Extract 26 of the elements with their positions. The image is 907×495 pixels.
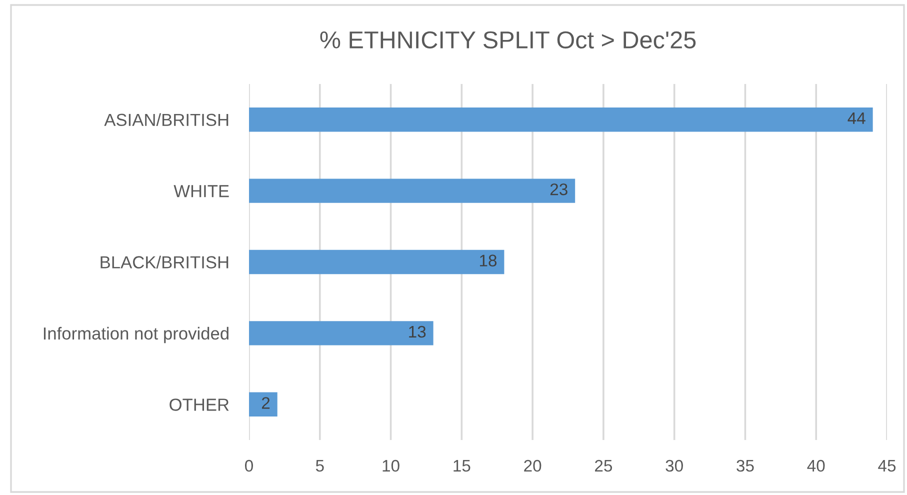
bar xyxy=(249,392,278,417)
y-tick-label: BLACK/BRITISH xyxy=(100,256,228,268)
y-tick-label: ASIAN/BRITISH xyxy=(104,113,228,126)
x-tick-label: 40 xyxy=(807,460,825,472)
x-tick-label: 0 xyxy=(245,460,253,472)
bar xyxy=(249,250,504,274)
x-tick-label: 20 xyxy=(524,460,542,472)
data-label: 44 xyxy=(848,112,866,124)
chart-title: % ETHNICITY SPLIT Oct > Dec'25 xyxy=(320,31,696,49)
bar xyxy=(249,321,434,346)
x-tick-label: 45 xyxy=(878,460,896,472)
data-label: 23 xyxy=(550,183,568,196)
x-tick-label: 30 xyxy=(666,460,683,472)
x-tick-label: 10 xyxy=(382,460,400,472)
data-label: 18 xyxy=(480,254,497,266)
x-tick-label: 5 xyxy=(316,460,324,472)
y-tick-label: OTHER xyxy=(170,398,229,411)
x-tick-label: 25 xyxy=(595,460,612,472)
x-tick-label: 15 xyxy=(454,460,470,472)
y-tick-label: Information not provided xyxy=(44,326,228,344)
data-label: 2 xyxy=(262,397,270,409)
bar xyxy=(249,107,873,132)
data-label: 13 xyxy=(409,326,426,338)
x-tick-label: 35 xyxy=(736,460,754,472)
y-tick-label: WHITE xyxy=(174,185,229,198)
bar xyxy=(249,178,576,203)
